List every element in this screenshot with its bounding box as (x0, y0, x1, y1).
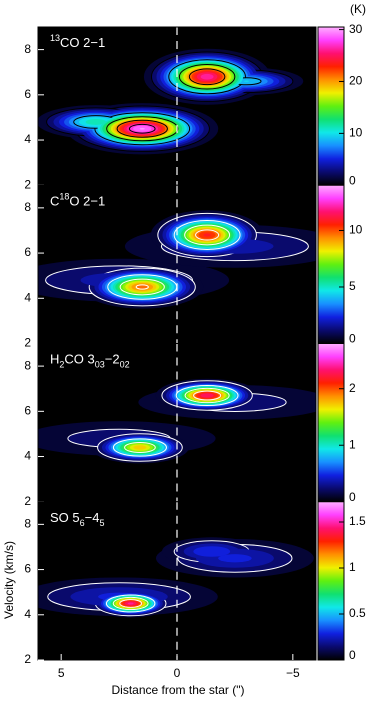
label-part: 03 (95, 360, 105, 370)
y-tick-label: 8 (24, 42, 31, 56)
y-tick-label: 4 (24, 449, 31, 463)
emission-level (200, 73, 214, 80)
x-tick-label: 5 (58, 666, 65, 680)
panel-label: C18O 2−1 (50, 192, 105, 209)
emission-level (203, 233, 211, 237)
emission-level (127, 602, 134, 605)
panel-background (38, 343, 316, 502)
y-tick-label: 4 (24, 607, 31, 621)
colorbar-tick-label: 30 (349, 22, 363, 36)
y-tick-label: 6 (24, 403, 31, 417)
panel-label: H2CO 303−202 (50, 352, 130, 370)
colorbar-tick-label: 0 (349, 490, 356, 504)
x-axis-label: Distance from the star (") (112, 683, 245, 697)
colorbar (317, 26, 345, 186)
emission-level (139, 127, 145, 130)
colorbar-tick-label: 1.5 (349, 514, 366, 528)
label-part: −2 (105, 352, 120, 367)
x-tick-label: −5 (286, 666, 300, 680)
emission-map (38, 378, 316, 464)
y-tick-label: 8 (24, 200, 31, 214)
label-part: SO 5 (50, 510, 80, 525)
y-tick-label: 8 (24, 358, 31, 372)
emission-level (218, 554, 252, 563)
y-tick-label: 2 (24, 652, 31, 666)
emission-level (135, 284, 149, 290)
label-part: C (50, 194, 59, 209)
label-part: 6 (80, 518, 85, 528)
label-part: 02 (120, 360, 130, 370)
panel-label: SO 56−45 (50, 510, 104, 528)
emission-level (85, 119, 107, 125)
colorbar-tick-label: 10 (349, 126, 363, 140)
label-part: 2 (59, 360, 64, 370)
colorbar-tick-label: 20 (349, 74, 363, 88)
colorbar-tick-label: 0 (349, 173, 356, 187)
colorbar (317, 184, 345, 344)
y-tick-label: 4 (24, 132, 31, 146)
label-part: CO 3 (64, 352, 94, 367)
emission-level (244, 80, 249, 82)
colorbar-tick-label: 5 (349, 279, 356, 293)
label-part: 18 (59, 192, 69, 202)
emission-map (38, 537, 314, 618)
colorbar-tick-label: 10 (349, 223, 363, 237)
y-tick-label: 4 (24, 290, 31, 304)
colorbar-tick-label: 0 (349, 648, 356, 662)
colorbar-tick-label: 1 (349, 560, 356, 574)
y-tick-label: 2 (24, 336, 31, 350)
y-tick-label: 2 (24, 494, 31, 508)
emission-level (193, 546, 231, 557)
emission-map (38, 48, 304, 155)
colorbar-unit: (K) (350, 2, 366, 16)
panel-label: 13CO 2−1 (50, 33, 105, 50)
label-part: CO 2−1 (60, 35, 105, 50)
y-tick-label: 2 (24, 177, 31, 191)
x-tick-label: 0 (174, 666, 181, 680)
label-part: 13 (50, 33, 60, 43)
colorbar-tick-label: 0 (349, 332, 356, 346)
y-axis-label: Velocity (km/s) (2, 541, 16, 619)
y-tick-label: 6 (24, 562, 31, 576)
colorbar-tick-label: 1 (349, 437, 356, 451)
emission-map (38, 210, 316, 309)
colorbar-tick-label: 2 (349, 381, 356, 395)
label-part: O 2−1 (69, 194, 105, 209)
y-tick-label: 6 (24, 87, 31, 101)
label-part: H (50, 352, 59, 367)
emission-level (200, 393, 214, 398)
y-tick-label: 6 (24, 245, 31, 259)
label-part: −4 (85, 510, 100, 525)
emission-level (133, 445, 147, 450)
label-part: 5 (99, 518, 104, 528)
colorbar-tick-label: 0.5 (349, 606, 366, 620)
y-tick-label: 8 (24, 517, 31, 531)
colorbar (317, 501, 345, 661)
colorbar (317, 343, 345, 503)
